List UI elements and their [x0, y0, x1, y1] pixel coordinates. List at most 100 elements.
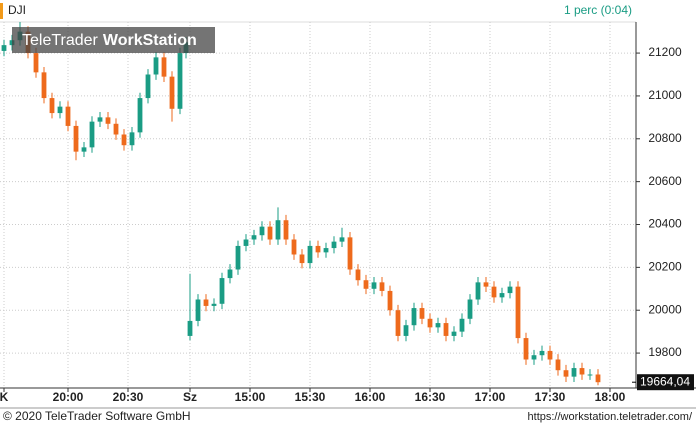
candle-body — [65, 106, 71, 126]
watermark-box — [12, 27, 215, 53]
candle-body — [81, 147, 87, 152]
x-tick-label: 18:00 — [595, 390, 626, 404]
candle-body — [153, 57, 159, 75]
candle-body — [411, 308, 417, 326]
candle-body — [395, 310, 401, 336]
candle-body — [403, 325, 409, 336]
candle-body — [235, 245, 241, 270]
y-tick-label: 20000 — [648, 302, 682, 316]
candle-body — [443, 323, 449, 336]
candle-body — [1, 45, 7, 51]
candle-body — [451, 331, 457, 336]
candle-body — [515, 286, 521, 339]
copyright: © 2020 TeleTrader Software GmbH — [3, 409, 191, 423]
candle-body — [355, 269, 361, 281]
candle-body — [467, 299, 473, 319]
candle-body — [483, 282, 489, 287]
candle-body — [211, 303, 217, 306]
candle-body — [251, 235, 257, 240]
x-tick-label: 20:30 — [113, 390, 144, 404]
candle-body — [195, 299, 201, 321]
candle-body — [57, 106, 63, 114]
candle-body — [427, 318, 433, 328]
candle-body — [507, 286, 513, 294]
candle-body — [283, 220, 289, 240]
candle-body — [435, 323, 441, 328]
watermark: TeleTrader WorkStation — [22, 32, 197, 49]
symbol: DJI — [8, 3, 26, 17]
x-tick-label: 17:00 — [475, 390, 506, 404]
candle-body — [307, 245, 313, 264]
x-tick-label: 20:00 — [53, 390, 84, 404]
candle-body — [299, 254, 305, 264]
candle-body — [41, 72, 47, 99]
candle-body — [259, 226, 265, 236]
candle-body — [523, 338, 529, 360]
x-tick-label: 17:30 — [535, 390, 566, 404]
y-tick-label: 21200 — [648, 45, 682, 59]
candle-body — [315, 245, 321, 253]
candle-body — [129, 132, 135, 146]
x-tick-label: 16:00 — [355, 390, 386, 404]
candle-body — [595, 374, 601, 383]
x-tick-label: 16:30 — [415, 390, 446, 404]
candle-body — [89, 121, 95, 148]
y-tick-label: 19800 — [648, 345, 682, 359]
candle-body — [363, 280, 369, 289]
candle-body — [113, 123, 119, 135]
candle-body — [491, 286, 497, 298]
candle-body — [387, 290, 393, 311]
candle-body — [339, 237, 345, 242]
candle-body — [347, 237, 353, 270]
candle-body — [563, 370, 569, 377]
candle-body — [243, 239, 249, 246]
url: https://workstation.teletrader.com/ — [528, 411, 693, 423]
candle-body — [371, 282, 377, 289]
x-tick-label: K — [0, 390, 9, 404]
watermark-part: TeleTrader — [22, 32, 99, 49]
candle-body — [169, 76, 175, 109]
candle-body — [475, 282, 481, 300]
candle-body — [499, 293, 505, 298]
candle-body — [419, 308, 425, 319]
candle-body — [73, 125, 79, 152]
y-tick-label: 20800 — [648, 131, 682, 145]
last-value-box — [637, 374, 694, 391]
candle-body — [145, 74, 151, 99]
x-tick-label: Sz — [183, 390, 197, 404]
watermark-part: WorkStation — [103, 32, 197, 49]
candle-body — [323, 248, 329, 253]
y-tick-label: 20600 — [648, 174, 682, 188]
candle-body — [331, 241, 337, 249]
candle-body — [227, 269, 233, 279]
candle-body — [161, 57, 167, 77]
candle-body — [531, 355, 537, 360]
candle-body — [571, 368, 577, 377]
candle-body — [547, 350, 553, 360]
y-tick-label: 20200 — [648, 260, 682, 274]
y-tick-label: 20400 — [648, 217, 682, 231]
candle-body — [97, 117, 103, 122]
candle-body — [379, 282, 385, 291]
candle-body — [555, 359, 561, 371]
candle-body — [539, 350, 545, 356]
candle-body — [291, 239, 297, 255]
candle-body — [587, 374, 593, 376]
candle-body — [459, 318, 465, 332]
symbol-marker — [0, 3, 3, 19]
x-tick-label: 15:00 — [235, 390, 266, 404]
interval: 1 perc (0:04) — [564, 3, 632, 17]
candle-body — [105, 117, 111, 124]
y-tick-label: 21000 — [648, 88, 682, 102]
candle-body — [275, 220, 281, 240]
candle-body — [267, 226, 273, 240]
candle-body — [579, 368, 585, 375]
candle-body — [33, 53, 39, 73]
candle-body — [49, 98, 55, 114]
candle-body — [187, 320, 193, 336]
candle-body — [219, 278, 225, 304]
x-tick-label: 15:30 — [295, 390, 326, 404]
